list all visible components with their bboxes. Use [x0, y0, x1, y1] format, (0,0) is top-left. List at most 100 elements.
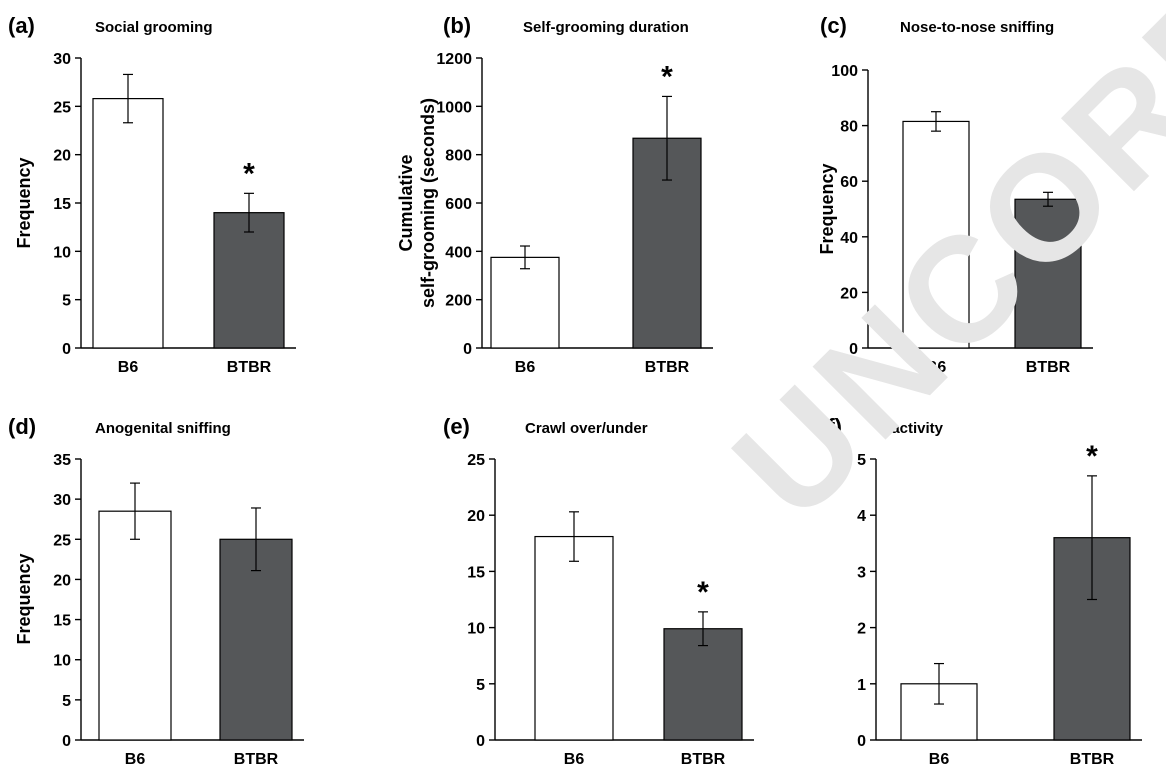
- panel-label: (e): [443, 414, 470, 439]
- y-tick-label: 40: [840, 230, 858, 247]
- error-bar-btbr: [244, 192, 254, 233]
- error-bar-b6: [934, 662, 944, 705]
- y-tick-label: 800: [445, 148, 472, 165]
- bar-b6: [902, 120, 970, 349]
- y-tick-label: 100: [831, 63, 858, 80]
- chart-panel-b: (b) Self-grooming duration Cumulative self-…: [396, 13, 713, 376]
- x-tick-label: BTBR: [645, 359, 690, 376]
- y-axis-label: Frequency: [817, 163, 837, 254]
- y-tick-label: 15: [53, 196, 71, 213]
- y-tick-label: 10: [53, 653, 71, 670]
- error-bar-b6: [123, 73, 133, 124]
- y-axis-label-line: Cumulative: [396, 154, 416, 251]
- y-tick-label: 0: [857, 733, 866, 750]
- significance-marker: *: [697, 576, 709, 609]
- x-tick-label: B6: [118, 359, 139, 376]
- y-tick-label: 20: [53, 572, 71, 589]
- y-axis-label: Frequency: [14, 553, 34, 644]
- bar-b6: [98, 510, 172, 741]
- significance-marker: *: [661, 60, 673, 93]
- y-tick-label: 35: [53, 452, 71, 469]
- y-tick-label: 0: [849, 341, 858, 358]
- y-tick-label: 5: [857, 452, 866, 469]
- error-bar-b6: [931, 111, 941, 132]
- error-bar-btbr: [1087, 475, 1097, 601]
- significance-marker: *: [243, 157, 255, 190]
- y-tick-label: 80: [840, 119, 858, 136]
- panel-label: (a): [8, 13, 35, 38]
- y-tick-label: 10: [467, 621, 485, 638]
- y-tick-label: 20: [840, 285, 858, 302]
- y-tick-label: 0: [62, 733, 71, 750]
- x-tick-label: BTBR: [1026, 359, 1071, 376]
- error-bar-btbr: [1043, 191, 1053, 207]
- chart-title: Nose-to-nose sniffing: [900, 19, 1054, 36]
- chart-panel-c: (c) Nose-to-nose sniffing Frequency 0 20 40 60…: [817, 13, 1093, 376]
- bar-b6: [490, 256, 560, 349]
- x-tick-label: BTBR: [234, 751, 279, 765]
- y-tick-label: 5: [476, 677, 485, 694]
- x-tick-label: B6: [929, 751, 950, 765]
- error-bar-btbr: [251, 507, 261, 572]
- y-axis-label: Cumulative self-grooming (seconds): [396, 98, 438, 308]
- y-tick-label: 400: [445, 244, 472, 261]
- y-tick-label: 4: [857, 508, 866, 525]
- y-tick-label: 5: [62, 293, 71, 310]
- error-bar-b6: [130, 482, 140, 540]
- bar-b6: [534, 535, 614, 741]
- y-tick-label: 20: [53, 148, 71, 165]
- chart-panel-f: (f) Inactivity 0 1 2 3 4 5 B6 BTBR *: [820, 414, 1142, 765]
- panel-label: (c): [820, 13, 847, 38]
- significance-marker: *: [1086, 440, 1098, 473]
- y-tick-label: 15: [467, 564, 485, 581]
- bar-btbr: [1014, 198, 1082, 349]
- chart-panel-e: (e) Crawl over/under 0 5 10 15 20 25 B6 BTBR *: [443, 414, 754, 765]
- chart-title: Social grooming: [95, 19, 213, 36]
- error-bar-btbr: [698, 611, 708, 647]
- y-tick-label: 25: [53, 99, 71, 116]
- y-tick-label: 10: [53, 244, 71, 261]
- y-tick-label: 0: [463, 341, 472, 358]
- y-tick-label: 200: [445, 293, 472, 310]
- x-tick-label: BTBR: [681, 751, 726, 765]
- chart-title: Self-grooming duration: [523, 19, 689, 36]
- bar-b6: [92, 97, 164, 349]
- x-tick-label: BTBR: [227, 359, 272, 376]
- y-tick-label: 0: [476, 733, 485, 750]
- bar-btbr: [213, 212, 285, 349]
- panel-label: (d): [8, 414, 36, 439]
- x-tick-label: B6: [564, 751, 585, 765]
- y-tick-label: 60: [840, 174, 858, 191]
- panel-label: (b): [443, 13, 471, 38]
- panel-label: (f): [820, 414, 842, 439]
- y-tick-label: 0: [62, 341, 71, 358]
- y-tick-label: 1200: [436, 51, 472, 68]
- x-tick-label: BTBR: [1070, 751, 1115, 765]
- y-tick-label: 5: [62, 693, 71, 710]
- y-tick-label: 600: [445, 196, 472, 213]
- y-tick-label: 3: [857, 564, 866, 581]
- x-tick-label: B6: [926, 359, 947, 376]
- error-bar-btbr: [662, 95, 672, 181]
- y-tick-label: 25: [53, 532, 71, 549]
- y-tick-label: 25: [467, 452, 485, 469]
- y-tick-label: 2: [857, 621, 866, 638]
- y-axis-label: Frequency: [14, 157, 34, 248]
- y-axis-label-line: self-grooming (seconds): [418, 98, 438, 308]
- chart-panel-a: (a) Social grooming Frequency 0 5 10 15 20 25 30 B…: [8, 13, 296, 376]
- chart-title: Crawl over/under: [525, 420, 648, 437]
- chart-title: Anogenital sniffing: [95, 420, 231, 437]
- chart-title: Inactivity: [878, 420, 944, 437]
- bar-btbr: [219, 538, 293, 741]
- x-tick-label: B6: [515, 359, 536, 376]
- error-bar-b6: [520, 245, 530, 270]
- error-bar-b6: [569, 511, 579, 562]
- x-tick-label: B6: [125, 751, 146, 765]
- y-tick-label: 1: [857, 677, 866, 694]
- y-tick-label: 1000: [436, 99, 472, 116]
- y-tick-label: 20: [467, 508, 485, 525]
- y-tick-label: 15: [53, 613, 71, 630]
- significance-marker: *: [1042, 156, 1054, 189]
- y-tick-label: 30: [53, 492, 71, 509]
